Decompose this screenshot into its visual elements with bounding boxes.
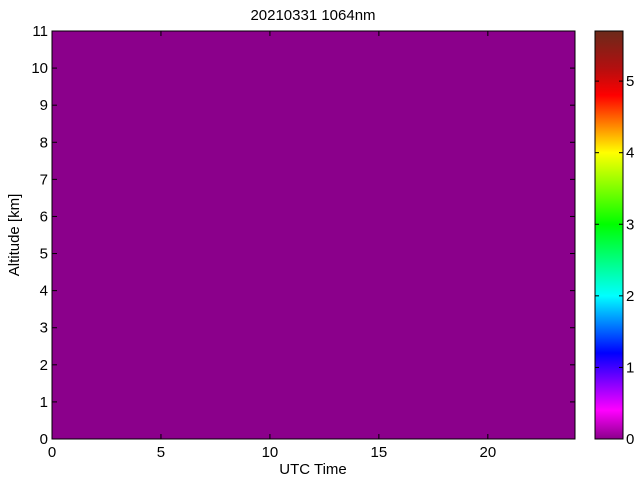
y-tick-label: 7	[40, 171, 48, 188]
y-tick-label: 2	[40, 357, 48, 374]
colorbar-tick-label: 3	[626, 216, 634, 233]
x-tick-label: 20	[479, 444, 496, 461]
y-tick-label: 0	[40, 431, 48, 448]
x-tick-label: 10	[262, 444, 279, 461]
y-tick-label: 11	[32, 23, 48, 40]
y-tick-label: 9	[40, 97, 48, 114]
colorbar	[594, 30, 624, 440]
colorbar-tick-label: 5	[626, 73, 634, 90]
y-tick-label: 6	[40, 208, 48, 225]
chart-title: 20210331 1064nm	[250, 7, 375, 24]
colorbar-tick-label: 2	[626, 288, 634, 305]
colorbar-tick-label: 1	[626, 359, 634, 376]
heatmap-field	[52, 31, 575, 439]
y-tick-label: 10	[31, 60, 48, 77]
y-axis-label: Altitude [km]	[6, 194, 23, 277]
x-tick-label: 0	[48, 444, 56, 461]
plot-frame	[51, 30, 576, 440]
colorbar-tick-label: 0	[626, 431, 634, 448]
y-tick-label: 5	[40, 246, 48, 263]
y-tick-label: 3	[40, 320, 48, 337]
x-tick-label: 5	[157, 444, 165, 461]
y-tick-label: 1	[40, 394, 48, 411]
y-tick-label: 4	[40, 283, 48, 300]
x-axis-label: UTC Time	[279, 461, 347, 478]
x-tick-label: 15	[371, 444, 388, 461]
y-tick-label: 8	[40, 134, 48, 151]
colorbar-tick-label: 4	[626, 145, 634, 162]
